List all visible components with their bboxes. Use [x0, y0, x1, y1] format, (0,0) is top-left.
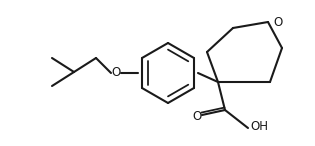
Text: O: O — [273, 15, 282, 28]
Text: OH: OH — [250, 120, 268, 133]
Text: O: O — [112, 66, 121, 80]
Text: O: O — [192, 110, 202, 122]
